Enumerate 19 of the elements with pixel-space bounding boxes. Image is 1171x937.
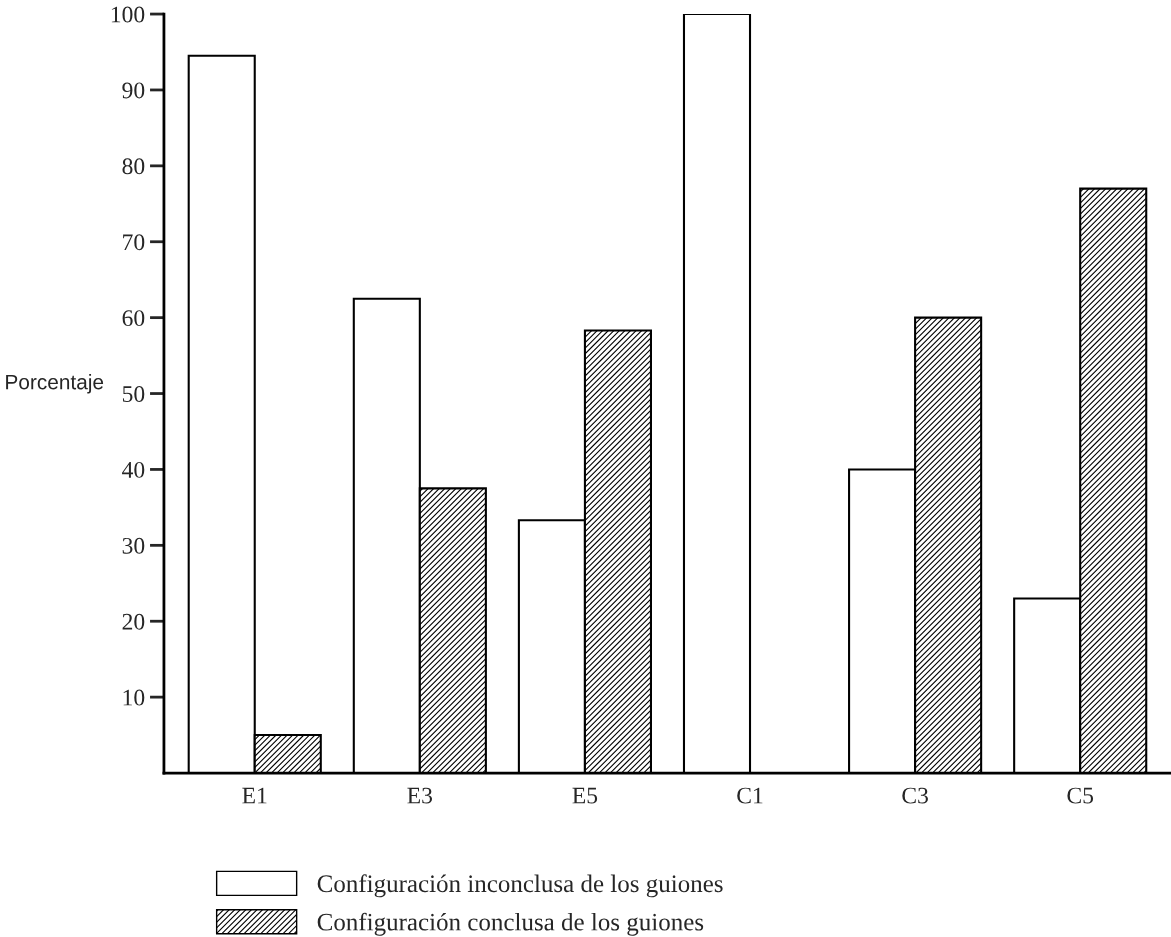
x-tick-label: E1 [242,787,267,804]
x-tick-label: E5 [572,787,598,804]
y-tick-label: 30 [122,537,145,554]
x-tick-label: C5 [1067,787,1094,804]
y-tick-label: 10 [123,689,145,706]
y-tick-label: 60 [122,310,145,327]
y-tick-label: 70 [123,234,145,251]
legend-label: Configuración conclusa de los guiones [317,912,704,936]
x-tick-label: E3 [407,787,433,804]
y-tick-label: 100 [111,6,145,23]
x-tick-label: C1 [737,787,763,804]
y-axis-title: Porcentaje [6,374,104,394]
x-tick-label: C3 [902,787,928,804]
y-tick-label: 80 [122,158,145,175]
legend-label: Configuración inconclusa de los guiones [317,874,723,898]
y-tick-label: 20 [122,613,145,630]
y-tick-label: 40 [122,461,145,478]
y-tick-label: 90 [122,82,145,99]
y-tick-label: 50 [122,386,145,402]
